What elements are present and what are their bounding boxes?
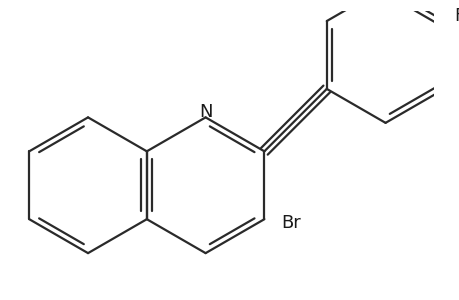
- Text: N: N: [198, 103, 212, 121]
- Text: Br: Br: [281, 214, 301, 232]
- Text: F: F: [453, 7, 459, 25]
